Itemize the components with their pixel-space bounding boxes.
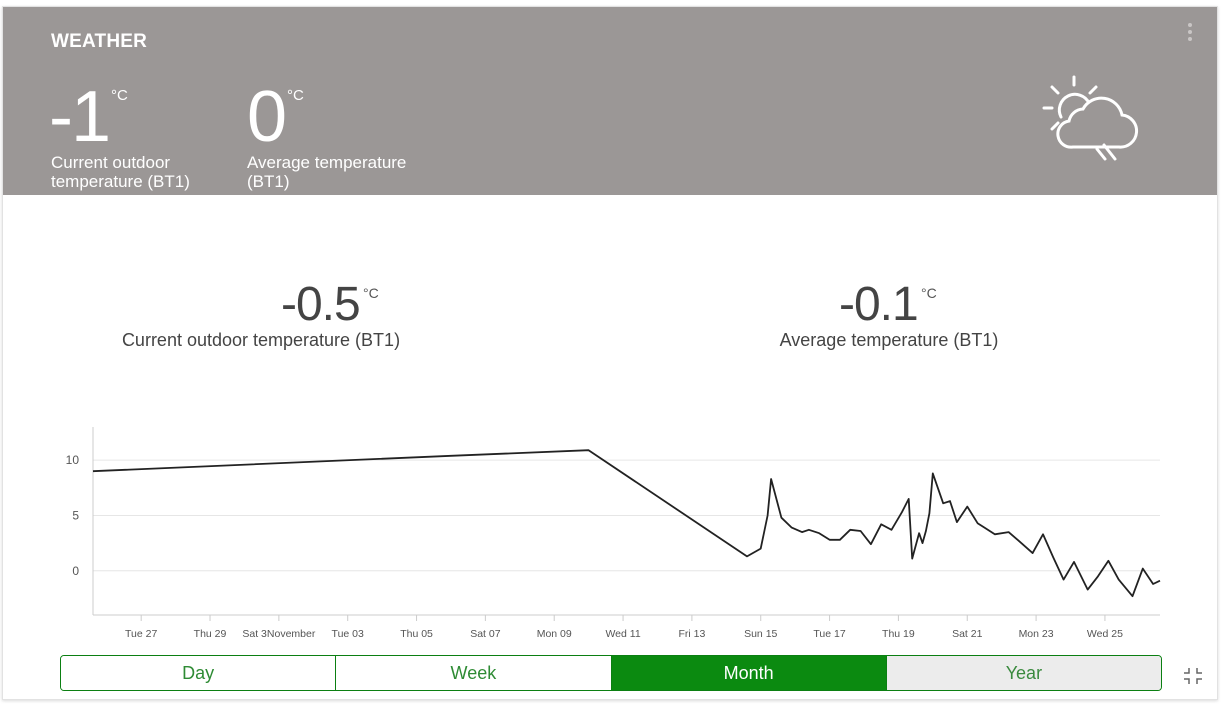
current-temp-value: -1 [49,77,111,157]
tab-year[interactable]: Year [886,656,1161,690]
x-tick-label: Tue 03 [332,628,364,640]
weather-header: WEATHER -1 °C Current outdoor temperatur… [3,7,1217,195]
partly-cloudy-rain-icon [1042,75,1138,161]
x-tick-label: Wed 11 [605,628,640,640]
x-tick-label: Mon 23 [1019,628,1054,640]
x-tick-label: Sat 21 [952,628,983,640]
average-temp-unit: °C [287,87,304,104]
x-tick-label: Thu 19 [882,628,915,640]
y-tick-label: 5 [72,508,79,522]
summary-current-label: Current outdoor temperature (BT1) [121,330,401,350]
temperature-chart: 10 5 0 Tue 27 Thu 29 Sat 3November Tue 03 Thu 0… [66,427,1161,640]
tab-week[interactable]: Week [336,656,612,690]
range-tabs: Day Week Month Year [60,655,1162,691]
x-tick-label: Sun 15 [744,628,777,640]
x-tick-label: Tue 17 [813,628,845,640]
x-tick-label: Wed 25 [1087,628,1123,640]
x-tick-label: Tue 27 [125,628,157,640]
x-tick-label: Thu 29 [194,628,227,640]
collapse-icon[interactable] [1183,667,1203,685]
current-temp-unit: °C [111,87,128,104]
x-tick-label: Mon 09 [537,628,572,640]
x-tick-label: Thu 05 [400,628,433,640]
average-temp-label: Average temperature (BT1) [247,153,407,191]
widget-title: WEATHER [51,31,148,52]
weather-card: WEATHER -1 °C Current outdoor temperatur… [2,6,1218,700]
average-temp-value: 0 [247,77,287,157]
summary-average-value: -0.1 [839,278,919,331]
y-tick-label: 10 [66,453,80,467]
tab-day[interactable]: Day [61,656,337,690]
summary-current-value: -0.5 [281,278,361,331]
more-vertical-icon[interactable] [1186,22,1194,44]
temperature-series-line [92,449,1161,598]
x-tick-label: Sat 07 [470,628,501,640]
current-temp-label: Current outdoor temperature (BT1) [51,153,190,191]
x-tick-label: Sat 3November [242,628,315,640]
summary-average-unit: °C [921,285,937,301]
x-tick-label: Fri 13 [678,628,705,640]
y-tick-label: 0 [72,564,79,578]
tab-month[interactable]: Month [611,656,887,690]
summary-average-label: Average temperature (BT1) [779,330,999,350]
summary-current-unit: °C [363,285,379,301]
